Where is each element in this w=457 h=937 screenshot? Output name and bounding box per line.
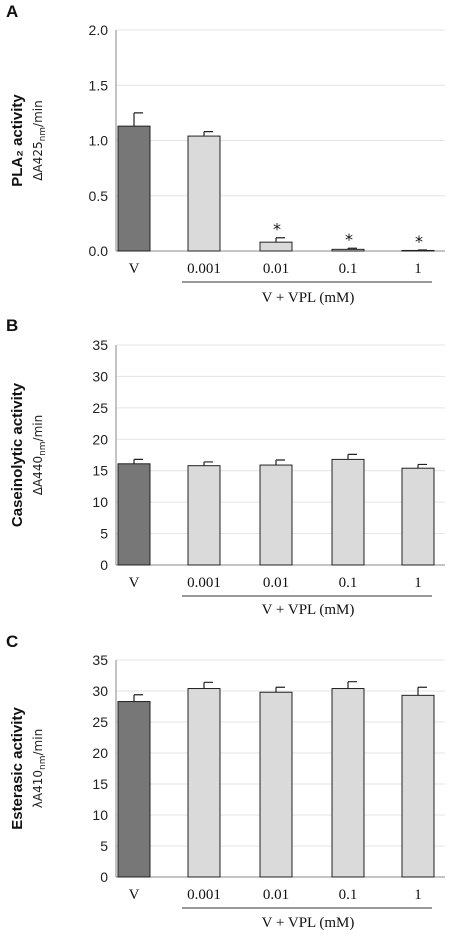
panel-A: A 0.0 0.5 1.0 1.5 2.0 V 0.001 * 0.01 * 0.1 * 1 V + VPL… bbox=[6, 2, 445, 306]
y-tick-label: 30 bbox=[92, 683, 108, 699]
bar-0.01 bbox=[259, 241, 293, 252]
y-axis-label: Caseinolytic activity bbox=[9, 382, 26, 527]
error-bar bbox=[133, 458, 143, 464]
x-tick-label: 1 bbox=[414, 887, 422, 903]
bar-V bbox=[117, 125, 151, 252]
bar-0.001 bbox=[187, 465, 221, 566]
bar-1 bbox=[401, 467, 435, 566]
bar-0.1 bbox=[331, 458, 365, 566]
y-tick-label: 25 bbox=[92, 714, 108, 730]
significance-marker: * bbox=[273, 220, 281, 239]
error-bar bbox=[203, 131, 213, 137]
panel-B: B 0 5 10 15 20 25 30 35 V 0.001 0.01 0.1 1 V + VPL (mM… bbox=[6, 316, 445, 618]
y-axis-label: Esterasic activity bbox=[9, 707, 26, 830]
bar-V bbox=[117, 463, 151, 566]
bar-0.001 bbox=[187, 688, 221, 878]
group-label: V + VPL (mM) bbox=[262, 290, 355, 306]
error-bar bbox=[347, 247, 357, 250]
bar-V bbox=[117, 701, 151, 878]
y-tick-label: 1.5 bbox=[89, 77, 109, 93]
y-axis-unit: ΔA440nm/min bbox=[31, 415, 48, 495]
panel-letter: C bbox=[6, 632, 18, 651]
panel-letter: A bbox=[6, 2, 18, 21]
bar-1 bbox=[401, 694, 435, 878]
y-tick-label: 30 bbox=[92, 368, 108, 384]
error-bar bbox=[275, 237, 285, 243]
error-bar bbox=[133, 112, 143, 127]
y-tick-label: 15 bbox=[92, 776, 108, 792]
y-tick-label: 0.0 bbox=[89, 243, 109, 259]
x-tick-label: 1 bbox=[414, 575, 422, 591]
error-bar bbox=[417, 463, 427, 469]
error-bar bbox=[347, 681, 357, 689]
y-tick-label: 5 bbox=[100, 838, 108, 854]
group-label: V + VPL (mM) bbox=[262, 915, 355, 931]
y-axis-label: PLA₂ activity bbox=[9, 94, 26, 187]
y-tick-label: 0 bbox=[100, 557, 108, 573]
x-tick-label: 0.001 bbox=[187, 887, 221, 903]
y-tick-label: 35 bbox=[92, 652, 108, 668]
y-tick-label: 10 bbox=[92, 494, 108, 510]
y-tick-label: 1.0 bbox=[89, 133, 109, 149]
y-axis-unit: ΔA425nm/min bbox=[31, 100, 48, 180]
panel-C: C 0 5 10 15 20 25 30 35 V 0.001 0.01 0.1 1 V + VPL (mM… bbox=[6, 632, 445, 931]
y-tick-label: 20 bbox=[92, 431, 108, 447]
y-tick-label: 0 bbox=[100, 869, 108, 885]
bar-0.01 bbox=[259, 464, 293, 566]
group-label: V + VPL (mM) bbox=[262, 602, 355, 618]
x-tick-label: 0.01 bbox=[263, 261, 289, 277]
x-tick-label: V bbox=[129, 575, 140, 591]
x-tick-label: 0.1 bbox=[339, 261, 358, 277]
error-bar bbox=[347, 453, 357, 460]
x-tick-label: 0.001 bbox=[187, 261, 221, 277]
significance-marker: * bbox=[345, 230, 353, 249]
panel-letter: B bbox=[6, 316, 18, 335]
bar-0.1 bbox=[331, 248, 365, 252]
y-tick-label: 35 bbox=[92, 337, 108, 353]
y-tick-label: 10 bbox=[92, 807, 108, 823]
x-tick-label: 0.01 bbox=[263, 887, 289, 903]
y-tick-label: 25 bbox=[92, 400, 108, 416]
y-tick-label: 20 bbox=[92, 745, 108, 761]
x-tick-label: 0.01 bbox=[263, 575, 289, 591]
error-bar bbox=[275, 686, 285, 693]
error-bar bbox=[275, 459, 285, 466]
bar-0.1 bbox=[331, 688, 365, 878]
x-tick-label: 0.001 bbox=[187, 575, 221, 591]
error-bar bbox=[417, 686, 427, 696]
x-tick-label: V bbox=[129, 887, 140, 903]
error-bar bbox=[133, 694, 143, 702]
error-bar bbox=[203, 681, 213, 689]
x-tick-label: 1 bbox=[414, 261, 422, 277]
bar-0.01 bbox=[259, 691, 293, 878]
x-tick-label: V bbox=[129, 261, 140, 277]
y-tick-label: 2.0 bbox=[89, 22, 109, 38]
error-bar bbox=[203, 461, 213, 466]
y-tick-label: 5 bbox=[100, 526, 108, 542]
bar-0.001 bbox=[187, 135, 221, 252]
x-tick-label: 0.1 bbox=[339, 887, 358, 903]
significance-marker: * bbox=[415, 232, 423, 251]
x-tick-label: 0.1 bbox=[339, 575, 358, 591]
y-tick-label: 0.5 bbox=[89, 188, 109, 204]
y-axis-unit: λA410nm/min bbox=[31, 729, 48, 808]
y-tick-label: 15 bbox=[92, 463, 108, 479]
